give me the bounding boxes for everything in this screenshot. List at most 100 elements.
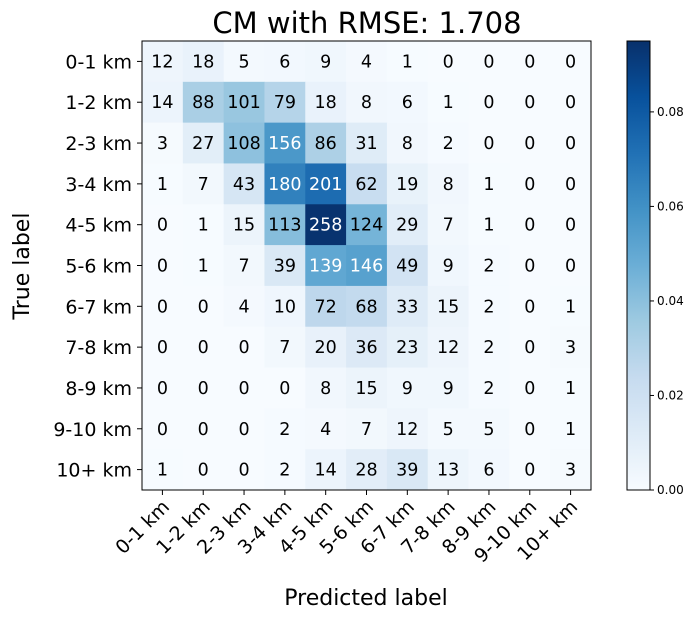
cell-r3-c4 xyxy=(305,163,347,205)
cell-r9-c10 xyxy=(550,408,592,450)
cell-value-r10-c1: 0 xyxy=(198,461,209,481)
cell-r10-c2 xyxy=(223,449,265,491)
cell-r4-c5 xyxy=(346,204,388,246)
cell-r6-c1 xyxy=(182,285,225,328)
cell-r0-c3 xyxy=(264,41,306,83)
y-tick-label: 0-1 km xyxy=(65,51,132,73)
heatmap-cells: 12 18 5 6 9 4 1 0 0 0 014 88 101 79 18 8 6 1 0 0 03 27 108 156 8… xyxy=(142,41,592,491)
cell-value-r3-c6: 19 xyxy=(396,175,418,195)
cell-r9-c2 xyxy=(223,408,265,450)
x-axis-label: Predicted label xyxy=(284,586,447,611)
cell-r5-c1 xyxy=(182,245,225,287)
cell-value-r2-c7: 2 xyxy=(443,134,454,154)
y-axis-label: True label xyxy=(10,213,35,321)
cell-r7-c8 xyxy=(468,326,510,368)
cell-r4-c10 xyxy=(550,204,592,246)
cell-value-r6-c8: 2 xyxy=(483,297,494,317)
cell-value-r4-c1: 1 xyxy=(198,216,209,236)
cell-value-r6-c4: 72 xyxy=(315,297,337,317)
cell-r5-c0 xyxy=(142,245,184,287)
cell-value-r0-c7: 0 xyxy=(443,52,454,72)
cell-value-r3-c9: 0 xyxy=(524,175,535,195)
cell-r5-c3 xyxy=(264,245,306,287)
cell-value-r7-c5: 36 xyxy=(355,338,377,358)
cell-r6-c3 xyxy=(264,285,306,328)
cell-value-r10-c0: 1 xyxy=(157,461,168,481)
cell-value-r8-c7: 9 xyxy=(443,379,454,399)
cell-value-r1-c1: 88 xyxy=(192,93,214,113)
cell-r10-c9 xyxy=(509,449,551,491)
colorbar-tick-label: 0.02 xyxy=(657,388,684,402)
cell-r10-c10 xyxy=(550,449,592,491)
cell-r8-c5 xyxy=(346,367,388,409)
cell-r2-c8 xyxy=(468,122,510,164)
y-tick-label: 5-6 km xyxy=(65,256,132,278)
cell-value-r2-c9: 0 xyxy=(524,134,535,154)
cell-r10-c1 xyxy=(182,449,225,491)
cell-value-r0-c9: 0 xyxy=(524,52,535,72)
colorbar xyxy=(626,40,651,491)
cell-value-r4-c3: 113 xyxy=(268,216,301,236)
cell-value-r7-c0: 0 xyxy=(157,338,168,358)
cell-value-r9-c0: 0 xyxy=(157,420,168,440)
cell-r5-c7 xyxy=(427,245,469,287)
y-tick-label: 8-9 km xyxy=(65,378,132,400)
cell-r3-c7 xyxy=(427,163,469,205)
cell-value-r0-c6: 1 xyxy=(402,52,413,72)
y-tick-label: 4-5 km xyxy=(65,215,132,237)
cell-r3-c8 xyxy=(468,163,510,205)
cell-value-r5-c0: 0 xyxy=(157,257,168,277)
cell-r1-c6 xyxy=(386,81,429,124)
cell-value-r4-c10: 0 xyxy=(565,216,576,236)
cell-r9-c8 xyxy=(468,408,510,450)
cell-r8-c2 xyxy=(223,367,265,409)
cell-r5-c10 xyxy=(550,245,592,287)
cell-value-r3-c5: 62 xyxy=(355,175,377,195)
cell-r1-c2 xyxy=(223,81,265,124)
cell-value-r2-c10: 0 xyxy=(565,134,576,154)
cell-value-r8-c4: 8 xyxy=(320,379,331,399)
cell-value-r8-c2: 0 xyxy=(238,379,249,399)
y-tick-label: 6-7 km xyxy=(65,296,132,318)
cell-r1-c1 xyxy=(182,81,225,124)
cell-r9-c4 xyxy=(305,408,347,450)
cell-value-r8-c6: 9 xyxy=(402,379,413,399)
cell-value-r0-c5: 4 xyxy=(361,52,372,72)
cell-r6-c8 xyxy=(468,285,510,328)
cell-value-r4-c8: 1 xyxy=(483,216,494,236)
cell-value-r9-c6: 12 xyxy=(396,420,418,440)
cell-value-r8-c10: 1 xyxy=(565,379,576,399)
cell-value-r6-c6: 33 xyxy=(396,297,418,317)
cell-value-r10-c6: 39 xyxy=(396,461,418,481)
cell-value-r6-c10: 1 xyxy=(565,297,576,317)
cell-r8-c7 xyxy=(427,367,469,409)
cell-value-r6-c3: 10 xyxy=(274,297,296,317)
cell-r7-c4 xyxy=(305,326,347,368)
cell-r6-c6 xyxy=(386,285,429,328)
cell-r7-c10 xyxy=(550,326,592,368)
cell-value-r7-c2: 0 xyxy=(238,338,249,358)
cell-r2-c1 xyxy=(182,122,225,164)
cell-r8-c1 xyxy=(182,367,225,409)
cell-value-r3-c4: 201 xyxy=(309,175,342,195)
cell-r10-c3 xyxy=(264,449,306,491)
cell-r10-c4 xyxy=(305,449,347,491)
cell-r6-c5 xyxy=(346,285,388,328)
cell-value-r5-c10: 0 xyxy=(565,257,576,277)
cell-value-r7-c1: 0 xyxy=(198,338,209,358)
cell-r7-c6 xyxy=(386,326,429,368)
cell-r6-c10 xyxy=(550,285,592,328)
cell-value-r10-c5: 28 xyxy=(355,461,377,481)
cell-r2-c0 xyxy=(142,122,184,164)
cell-value-r0-c3: 6 xyxy=(279,52,290,72)
cell-r0-c8 xyxy=(468,41,510,83)
cell-r3-c2 xyxy=(223,163,265,205)
cell-r8-c6 xyxy=(386,367,429,409)
y-tick-label: 10+ km xyxy=(56,460,132,482)
cell-value-r10-c4: 14 xyxy=(315,461,337,481)
cell-r4-c3 xyxy=(264,204,306,246)
cell-value-r10-c8: 6 xyxy=(483,461,494,481)
colorbar-tick-label: 0.04 xyxy=(657,294,684,308)
cell-r0-c5 xyxy=(346,41,388,83)
y-tick-label: 9-10 km xyxy=(53,419,132,441)
